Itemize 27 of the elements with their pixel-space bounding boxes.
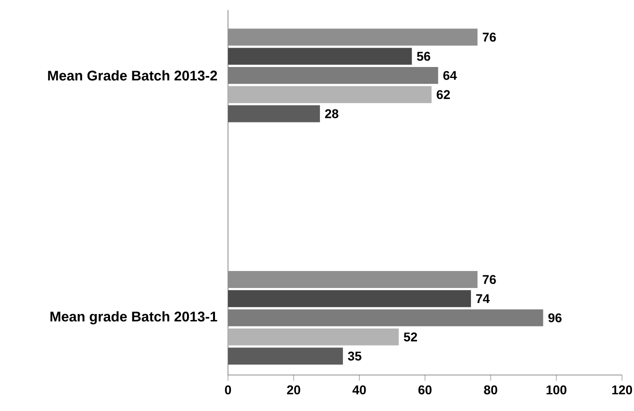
x-tick-label: 80 xyxy=(484,385,498,394)
x-tick-label: 0 xyxy=(224,385,232,394)
data-label: 76 xyxy=(482,32,496,42)
bar xyxy=(228,348,343,365)
data-label: 96 xyxy=(548,313,562,322)
data-label: 56 xyxy=(416,52,430,61)
data-label: 35 xyxy=(348,352,362,361)
y-tick-label: Mean grade Batch 2013-1 xyxy=(50,311,218,324)
bar xyxy=(228,86,432,104)
x-tick-label: 120 xyxy=(612,385,632,394)
data-label: 74 xyxy=(476,294,490,304)
data-label: 52 xyxy=(404,332,418,342)
y-tick-label: Mean Grade Batch 2013-2 xyxy=(48,70,218,81)
data-label: 62 xyxy=(436,90,450,100)
data-label: 76 xyxy=(482,275,496,284)
x-tick-label: 60 xyxy=(418,385,432,394)
data-label: 64 xyxy=(443,70,457,80)
bar xyxy=(228,309,544,326)
x-tick-label: 40 xyxy=(352,385,366,394)
x-tick-label: 20 xyxy=(287,385,300,394)
x-tick-label: 100 xyxy=(546,385,566,394)
bar xyxy=(228,271,478,288)
bar xyxy=(228,328,399,346)
bar xyxy=(228,28,478,46)
bar xyxy=(228,66,438,84)
bar xyxy=(228,105,320,122)
data-label: 28 xyxy=(325,109,338,118)
